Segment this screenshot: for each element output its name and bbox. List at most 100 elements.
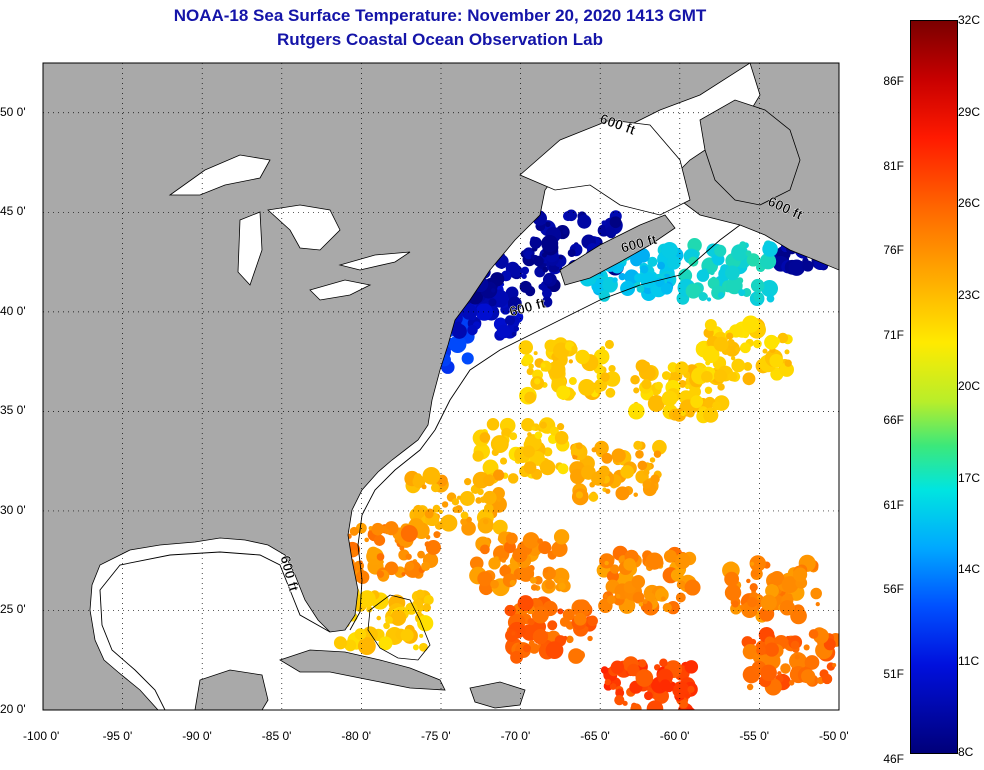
sst-patch	[469, 529, 571, 597]
longitude-tick-label: -50 0'	[819, 729, 849, 743]
sst-pixel	[610, 660, 625, 674]
sst-pixel	[376, 615, 382, 621]
longitude-tick-label: -65 0'	[580, 729, 610, 743]
sst-pixel	[645, 552, 664, 570]
sst-pixel	[367, 546, 380, 559]
sst-pixel	[704, 319, 717, 332]
sst-pixel	[401, 572, 406, 577]
sst-pixel	[661, 371, 671, 380]
sst-pixel	[688, 256, 699, 267]
sst-pixel	[684, 693, 691, 699]
sst-pixel	[610, 564, 620, 574]
sst-pixel	[839, 238, 848, 247]
sst-pixel	[676, 580, 686, 590]
sst-pixel	[727, 338, 735, 347]
sst-pixel	[745, 250, 752, 257]
sst-pixel	[840, 253, 848, 261]
sst-pixel	[482, 518, 489, 525]
sst-pixel	[534, 378, 541, 385]
latitude-tick-label: 35 0'	[0, 403, 26, 418]
sst-pixel	[413, 473, 422, 482]
sst-pixel	[451, 498, 460, 506]
map-title: NOAA-18 Sea Surface Temperature: Novembe…	[173, 6, 707, 25]
sst-pixel	[556, 423, 565, 431]
sst-pixel	[529, 576, 537, 584]
colorbar-fahrenheit-label: 46F	[883, 751, 904, 766]
sst-pixel	[530, 254, 535, 259]
sst-pixel	[554, 431, 569, 445]
sst-pixel	[731, 244, 748, 261]
sst-pixel	[640, 272, 656, 289]
sst-pixel	[841, 236, 850, 245]
sst-pixel	[642, 599, 648, 605]
sst-pixel	[588, 492, 599, 502]
sst-pixel	[731, 600, 739, 608]
sst-pixel	[750, 561, 755, 566]
sst-pixel	[573, 599, 591, 617]
sst-pixel	[538, 541, 552, 555]
sst-pixel	[539, 459, 556, 476]
sst-pixel	[792, 567, 808, 582]
sst-pixel	[724, 571, 740, 587]
sst-pixel	[777, 332, 789, 344]
sst-pixel	[501, 427, 512, 439]
sst-pixel	[718, 291, 725, 299]
sst-pixel	[545, 221, 551, 228]
bahamas-bank	[367, 594, 431, 661]
sst-pixel	[504, 315, 516, 326]
newfoundland	[699, 99, 801, 206]
sst-pixel	[349, 526, 359, 536]
sst-pixel	[358, 560, 363, 565]
sst-pixel	[390, 609, 407, 626]
sst-pixel	[789, 652, 807, 671]
sst-pixel	[630, 703, 642, 710]
sst-pixel	[483, 474, 495, 487]
sst-pixel	[465, 516, 472, 523]
sst-pixel	[756, 645, 766, 656]
sst-pixel	[380, 525, 387, 533]
longitude-tick-label: -85 0'	[261, 729, 292, 743]
colorbar-celsius-label: 11C	[958, 653, 980, 668]
sst-pixel	[373, 534, 386, 546]
sst-pixel	[531, 426, 536, 431]
sst-pixel	[379, 559, 384, 564]
sst-pixel	[559, 616, 570, 627]
longitude-tick-label: -100 0'	[23, 729, 60, 743]
sst-pixel	[724, 584, 742, 601]
longitude-tick-label: -90 0'	[182, 729, 212, 743]
sst-pixel	[628, 402, 645, 420]
colorbar-fahrenheit-label: 81F	[883, 158, 904, 173]
sst-pixel	[517, 565, 535, 582]
sst-pixel	[432, 504, 441, 513]
sst-pixel	[657, 668, 674, 685]
sst-pixel	[477, 571, 493, 587]
sst-pixel	[684, 579, 701, 596]
sst-pixel	[404, 561, 415, 571]
sst-pixel	[846, 239, 862, 255]
sst-pixel	[492, 519, 508, 535]
sst-pixel	[779, 600, 795, 616]
sst-pixel	[400, 628, 414, 642]
longitude-tick-label: -60 0'	[659, 729, 690, 743]
sst-pixel	[472, 450, 484, 462]
sst-pixel	[522, 532, 540, 549]
sst-pixel	[568, 648, 584, 664]
sst-pixel	[701, 370, 713, 383]
sst-pixel	[645, 592, 656, 603]
sst-pixel	[528, 363, 534, 370]
sst-pixel	[636, 285, 645, 293]
sst-pixel	[845, 217, 862, 234]
map-frame	[42, 62, 840, 711]
sst-pixel	[507, 296, 522, 311]
sst-pixel	[509, 579, 516, 586]
sst-pixel	[376, 553, 385, 561]
sst-pixel	[635, 669, 654, 687]
sst-pixel	[804, 655, 820, 670]
sst-pixel	[357, 637, 376, 655]
latitude-tick-label: 25 0'	[0, 602, 26, 617]
sst-pixel	[384, 561, 399, 576]
sst-pixel	[492, 469, 505, 481]
sst-patch	[741, 626, 839, 696]
sst-pixel	[557, 463, 569, 475]
isobath-lines	[99, 224, 741, 710]
